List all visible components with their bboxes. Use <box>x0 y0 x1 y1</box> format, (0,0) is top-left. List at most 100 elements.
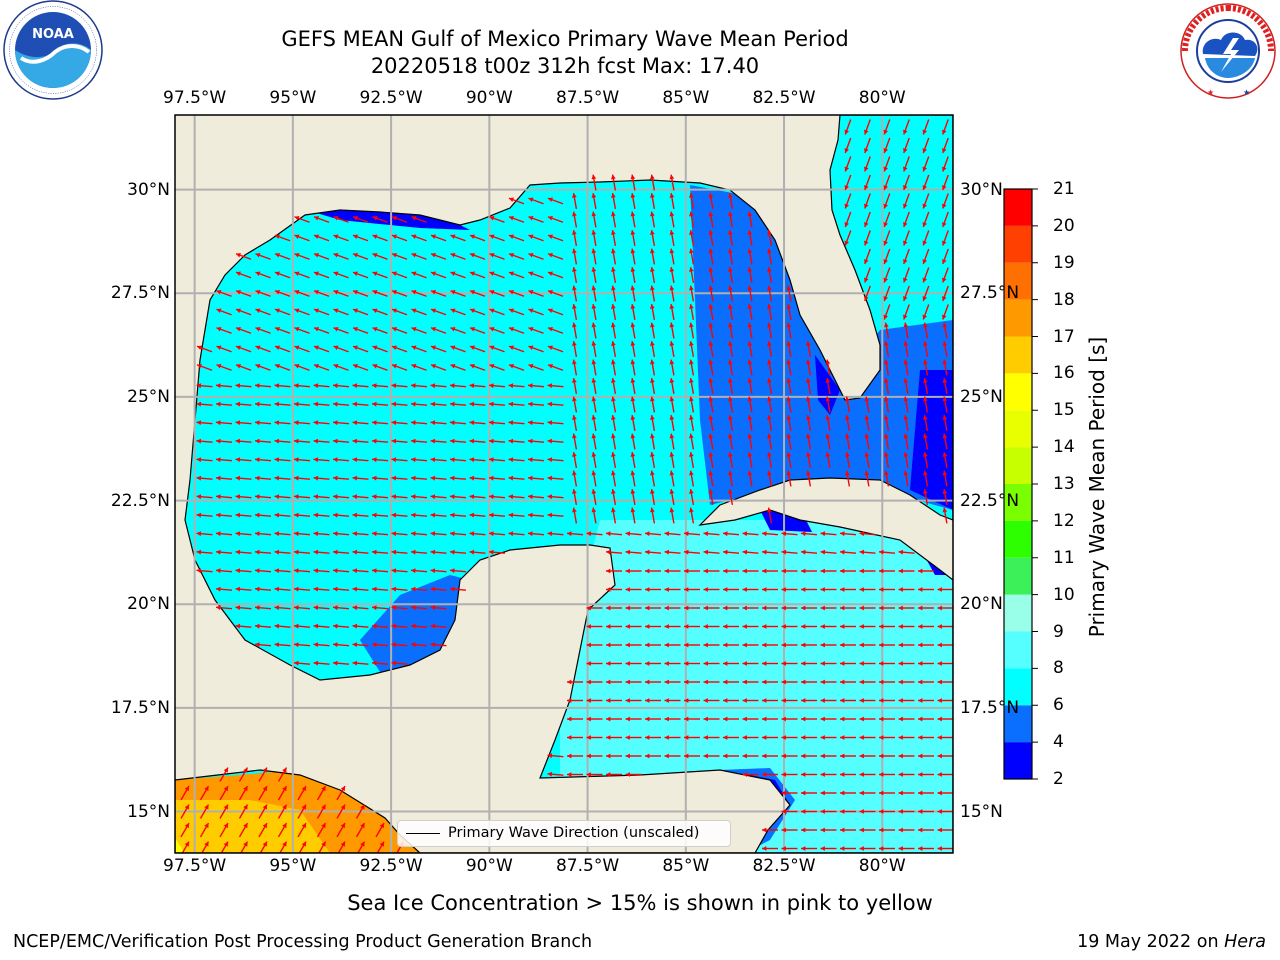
wave-direction-arrow <box>684 679 700 685</box>
wave-direction-arrow <box>650 285 656 302</box>
wave-direction-arrow <box>767 507 773 524</box>
wave-direction-arrow <box>591 396 597 413</box>
arrow-head <box>825 396 831 402</box>
wave-direction-arrow <box>591 303 597 321</box>
wave-direction-arrow <box>645 642 661 648</box>
arrow-head <box>235 494 241 500</box>
arrow-head <box>937 624 942 629</box>
arrow-head <box>508 234 514 240</box>
wave-direction-arrow <box>625 753 642 759</box>
wave-direction-arrow <box>274 308 291 316</box>
arrow-head <box>845 415 850 420</box>
svg-text:NOAA: NOAA <box>32 27 74 42</box>
wave-direction-arrow <box>313 420 330 426</box>
arrow-head <box>801 605 806 611</box>
wave-direction-arrow <box>611 451 617 469</box>
wave-direction-arrow <box>689 359 695 376</box>
wave-direction-arrow <box>898 790 915 796</box>
wave-direction-arrow <box>859 642 876 648</box>
wave-direction-arrow <box>255 364 271 371</box>
wave-direction-arrow <box>781 716 798 722</box>
arrow-head <box>684 679 689 685</box>
wave-direction-arrow <box>313 494 330 500</box>
wave-direction-arrow <box>689 507 695 524</box>
wave-direction-arrow <box>801 642 817 648</box>
arrow-head <box>903 203 908 209</box>
arrow-head <box>825 378 831 383</box>
wave-direction-arrow <box>410 531 428 537</box>
arrow-head <box>572 396 577 402</box>
arrow-head <box>937 735 942 740</box>
wave-direction-arrow <box>547 234 564 242</box>
arrow-head <box>606 753 611 759</box>
arrow-head <box>333 308 339 314</box>
wave-direction-arrow <box>630 507 636 524</box>
arrow-head <box>352 457 358 463</box>
arrow-head <box>742 661 747 666</box>
wave-direction-arrow <box>918 753 934 759</box>
wave-direction-arrow <box>669 229 675 247</box>
arrow-head <box>742 772 747 777</box>
wave-direction-arrow <box>567 679 583 685</box>
wave-direction-arrow <box>611 192 617 210</box>
wave-direction-arrow <box>864 137 871 154</box>
arrow-head <box>825 452 831 457</box>
footer-date: 19 May 2022 on Hera <box>1077 932 1266 952</box>
wave-direction-arrow <box>747 322 753 339</box>
wave-direction-arrow <box>630 396 636 413</box>
wave-direction-arrow <box>547 216 564 223</box>
lat-tick-label-left: 20°N <box>127 594 170 615</box>
arrow-head <box>684 531 689 537</box>
wave-direction-arrow <box>371 660 389 666</box>
arrow-head <box>301 786 306 792</box>
svg-text:★: ★ <box>1207 88 1214 97</box>
wave-direction-arrow <box>274 364 291 371</box>
arrow-head <box>781 716 786 722</box>
wave-direction-arrow <box>801 679 817 685</box>
wave-direction-arrow <box>942 211 949 228</box>
wave-direction-arrow <box>371 420 389 426</box>
arrow-head <box>450 568 455 574</box>
arrow-head <box>723 716 728 722</box>
wave-direction-arrow <box>762 772 778 777</box>
arrow-head <box>840 587 845 592</box>
arrow-head <box>262 767 267 773</box>
arrow-head <box>645 679 650 685</box>
wave-direction-arrow <box>767 229 773 247</box>
arrow-head <box>918 698 923 703</box>
arrow-head <box>859 605 864 611</box>
wave-direction-arrow <box>391 216 408 223</box>
wave-direction-arrow <box>606 716 622 722</box>
arrow-head <box>216 512 221 518</box>
wave-direction-arrow <box>728 322 734 339</box>
wave-direction-arrow <box>313 234 330 242</box>
arrow-head <box>820 735 825 740</box>
arrow-head <box>352 494 358 500</box>
arrow-head <box>884 322 889 328</box>
arrow-head <box>333 549 338 555</box>
wave-direction-arrow <box>611 285 617 302</box>
arrow-head <box>879 827 884 833</box>
wave-direction-arrow <box>650 248 656 265</box>
wave-direction-arrow <box>375 822 385 838</box>
arrow-head <box>235 327 241 332</box>
arrow-head <box>567 698 572 703</box>
arrow-head <box>898 605 903 611</box>
arrow-head <box>937 846 942 851</box>
arrow-head <box>879 790 884 796</box>
wave-direction-arrow <box>942 230 949 246</box>
wave-direction-arrow <box>411 327 427 334</box>
arrow-head <box>391 531 397 537</box>
arrow-head <box>469 290 475 295</box>
arrow-head <box>883 166 889 172</box>
coastline <box>175 115 953 853</box>
arrow-head <box>235 420 241 426</box>
arrow-head <box>294 364 300 369</box>
wave-direction-arrow <box>274 383 291 389</box>
arrow-head <box>781 661 786 666</box>
wave-direction-arrow <box>800 531 818 537</box>
wave-direction-arrow <box>844 119 852 135</box>
wave-direction-arrow <box>898 587 915 592</box>
wave-direction-arrow <box>352 420 369 426</box>
wave-direction-arrow <box>411 290 427 297</box>
